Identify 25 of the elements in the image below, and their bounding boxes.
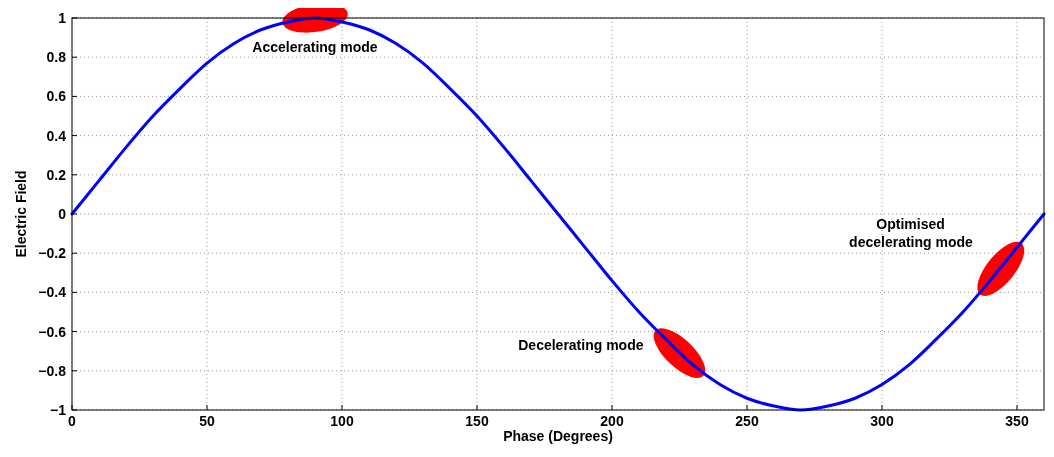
y-tick-label: 1 [58,10,67,26]
y-axis-title: Electric Field [13,170,29,258]
y-tick-label: −0.2 [38,245,67,262]
x-tick-label: 100 [330,413,354,429]
y-tick-label: 0.2 [46,166,67,183]
y-tick-label: −0.8 [38,362,67,379]
line-series [70,16,1046,412]
annotation: Accelerating mode [252,39,378,55]
x-tick-label: 150 [465,413,489,429]
y-tick-label: −0.4 [38,284,67,301]
y-tick-label: 0 [58,206,67,222]
annotation: Decelerating mode [518,337,644,354]
y-tick-label: 0.4 [46,127,67,144]
x-axis-title: Phase (Degrees) [503,428,613,444]
x-tick-label: 250 [735,413,759,429]
x-tick-label: 0 [68,413,77,429]
y-tick-label: −0.6 [38,323,67,340]
x-tick-label: 50 [199,413,215,429]
x-tick-label: 200 [600,413,624,429]
x-tick-label: 350 [1005,413,1029,429]
x-tick-label: 300 [870,413,894,429]
y-tick-label: 0.6 [46,88,67,105]
annotation: Optimised decelerating mode [849,215,974,250]
y-tick-label: 0.8 [46,49,67,66]
y-tick-label: −1 [50,402,67,418]
